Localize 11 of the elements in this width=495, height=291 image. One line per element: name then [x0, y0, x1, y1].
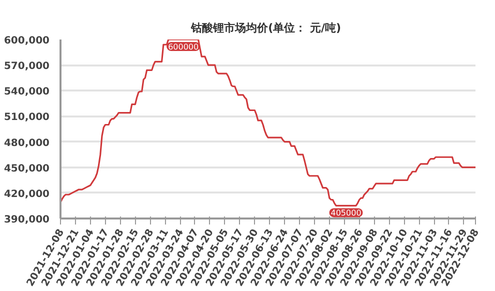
y-tick-label: 510,000	[4, 112, 50, 124]
y-tick-label: 420,000	[4, 188, 50, 200]
y-tick-label: 540,000	[4, 86, 50, 98]
y-tick-label: 600,000	[4, 36, 50, 46]
y-tick-label: 390,000	[4, 214, 50, 226]
annotation: 405000	[330, 208, 362, 218]
y-tick-label: 570,000	[4, 61, 50, 72]
y-tick-label: 480,000	[4, 138, 50, 149]
chart-title: 钴酸锂市场均价(单位： 元/吨)	[190, 22, 342, 34]
y-tick-label: 450,000	[4, 163, 50, 174]
annotation: 600000	[168, 42, 199, 52]
